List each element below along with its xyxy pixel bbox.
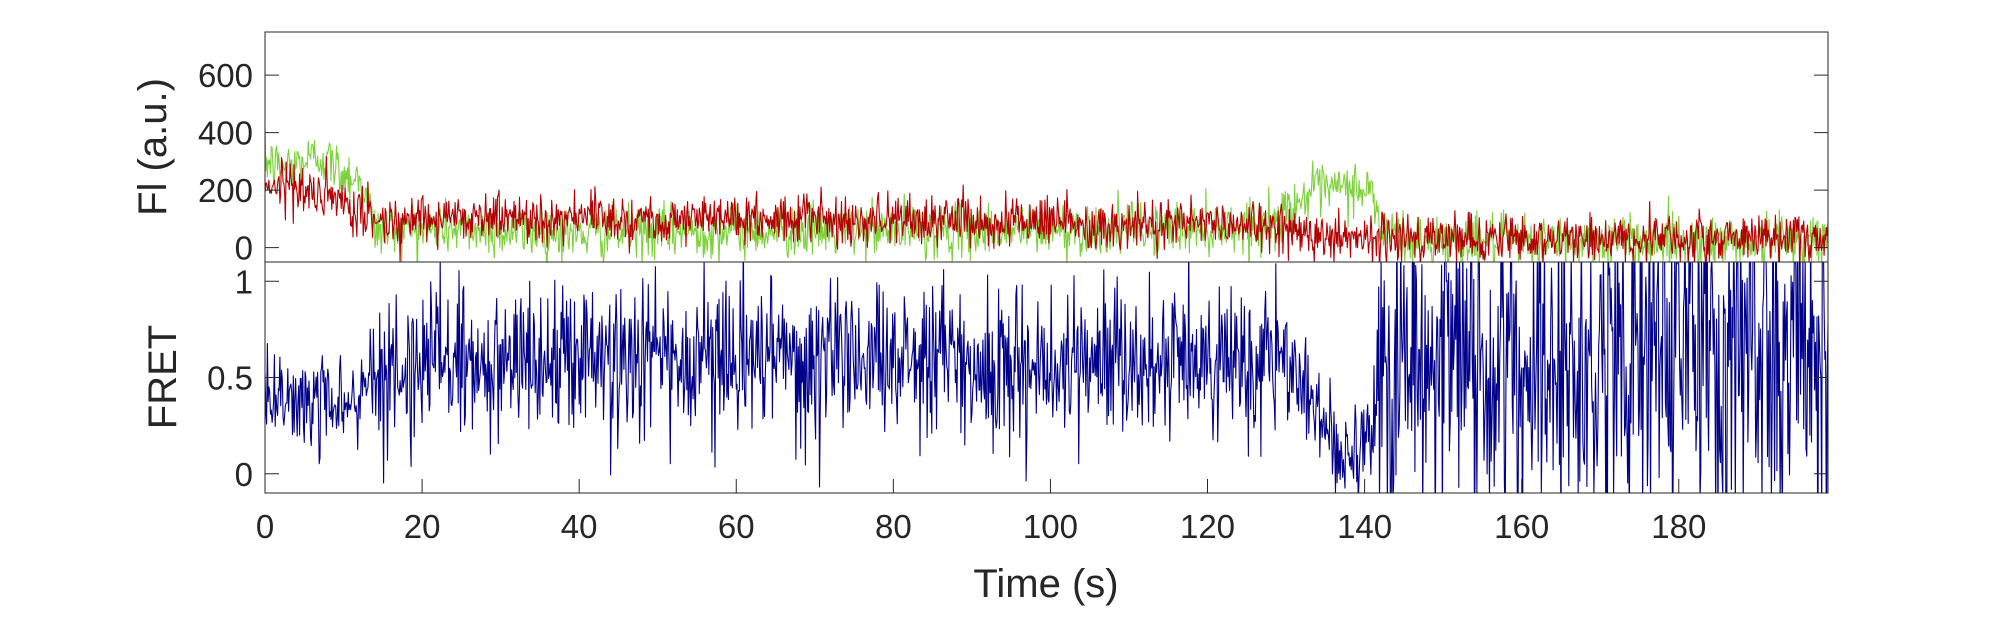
x-tick-label: 60 [718, 508, 755, 545]
time-x-ticks: 0 20 40 60 80 100 120 140 160 180 [256, 479, 1706, 545]
fret-traces [265, 262, 1828, 493]
y-tick-label: 600 [198, 57, 253, 94]
y-tick-label: 400 [198, 115, 253, 152]
fret-panel: 00.51 0 20 40 60 80 100 120 140 160 180 FRET Time… [141, 261, 1829, 606]
x-tick-label: 100 [1023, 508, 1078, 545]
x-tick-label: 0 [256, 508, 274, 545]
x-tick-label: 80 [875, 508, 912, 545]
x-tick-label: 140 [1337, 508, 1392, 545]
y-tick-label: 0 [235, 230, 253, 267]
x-tick-label: 180 [1651, 508, 1706, 545]
fluorescence-y-ticks: 0 200 400 600 [198, 57, 1828, 267]
series-line [265, 155, 1828, 262]
y-tick-label: 0.5 [207, 360, 253, 397]
fret-y-ticks: 00.51 [207, 263, 1828, 493]
fluorescence-panel: 0 200 400 600 Fl (a.u.) [131, 31, 1829, 267]
time-x-axis-label: Time (s) [973, 562, 1118, 606]
fluorescence-traces [265, 125, 1828, 262]
y-tick-label: 1 [235, 263, 253, 300]
fluorescence-y-axis-label: Fl (a.u.) [131, 78, 175, 216]
fret-y-axis-label: FRET [141, 325, 185, 429]
fret-axes-box [264, 261, 1829, 494]
x-tick-label: 40 [561, 508, 598, 545]
y-tick-label: 200 [198, 172, 253, 209]
x-tick-label: 120 [1180, 508, 1235, 545]
x-tick-label: 20 [404, 508, 441, 545]
x-tick-label: 160 [1494, 508, 1549, 545]
y-tick-label: 0 [235, 456, 253, 493]
series-line [265, 262, 1828, 493]
